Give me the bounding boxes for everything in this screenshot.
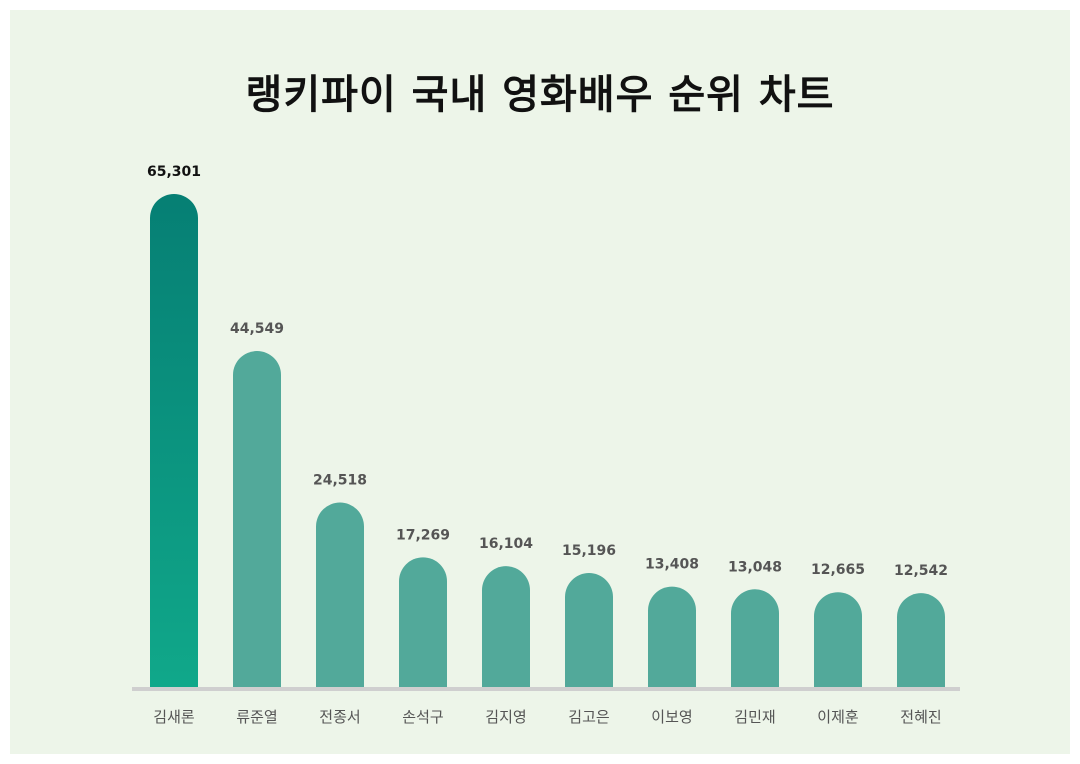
category-label-6: 김고은	[568, 708, 609, 726]
bar-10	[897, 593, 945, 688]
bar-2	[233, 350, 281, 688]
bar-1	[150, 194, 198, 688]
category-label-5: 김지영	[485, 708, 526, 726]
value-label-6: 15,196	[562, 543, 616, 559]
category-label-9: 이제훈	[817, 708, 858, 726]
value-label-2: 44,549	[230, 321, 284, 337]
category-label-7: 이보영	[651, 708, 692, 726]
bar-6	[565, 573, 613, 688]
value-label-5: 16,104	[479, 536, 533, 552]
bar-4	[399, 557, 447, 688]
category-label-3: 전종서	[319, 708, 360, 726]
bar-9	[814, 592, 862, 688]
bar-5	[482, 566, 530, 688]
value-label-9: 12,665	[811, 562, 865, 578]
bar-7	[648, 586, 696, 688]
category-label-4: 손석구	[402, 708, 443, 726]
bar-3	[316, 502, 364, 688]
category-label-10: 전혜진	[900, 708, 941, 726]
value-label-10: 12,542	[894, 563, 948, 579]
category-label-2: 류준열	[236, 708, 277, 726]
value-label-4: 17,269	[396, 527, 450, 543]
value-label-8: 13,048	[728, 559, 782, 575]
value-label-1: 65,301	[147, 164, 201, 180]
chart-title: 랭키파이 국내 영화배우 순위 차트	[245, 72, 835, 118]
value-label-7: 13,408	[645, 557, 699, 573]
category-label-1: 김새론	[153, 708, 195, 726]
category-label-8: 김민재	[734, 708, 775, 726]
bar-8	[731, 589, 780, 688]
value-label-3: 24,518	[313, 473, 367, 489]
